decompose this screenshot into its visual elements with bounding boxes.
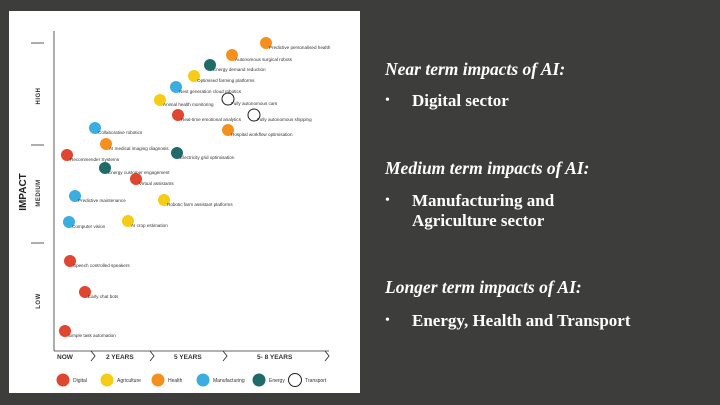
energy-customer-engagement-marker — [99, 162, 111, 174]
legend-swatch-transport — [288, 373, 302, 387]
legend-label-health: Health — [168, 378, 183, 384]
x-tick-5-years: 5 YEARS — [174, 354, 202, 361]
chevron-right-icon — [149, 350, 155, 362]
predictive-personalised-health-marker — [260, 37, 272, 49]
longer-term-bullet-text: Energy, Health and Transport — [412, 311, 631, 330]
energy-demand-reduction-label: Energy demand reduction — [213, 67, 266, 72]
ai-medical-imaging-diagnosis-label: AI medical imaging diagnosis — [109, 146, 169, 151]
animal-health-monitoring-label: Animal health monitoring — [163, 102, 214, 107]
collaborative-robotics-marker — [89, 122, 101, 134]
y-level-medium: MEDIUM — [36, 179, 42, 206]
bullet-icon: • — [385, 93, 390, 108]
y-axis-title: IMPACT — [18, 173, 29, 211]
recommender-systems-marker — [61, 149, 73, 161]
legend-swatch-agriculture — [100, 373, 114, 387]
predictive-personalised-health-label: Predictive personalised health — [269, 45, 331, 50]
virtual-assistants-marker — [130, 173, 142, 185]
x-tick-now: NOW — [57, 354, 74, 361]
fully-autonomous-cars-marker — [221, 92, 235, 106]
legend-label-energy: Energy — [269, 378, 285, 384]
simple-task-automation-label: Simple task automation — [68, 333, 116, 338]
near-term-heading: Near term impacts of AI: — [385, 59, 566, 79]
hospital-workflow-optimisation-label: Hospital workflow optimisation — [231, 132, 293, 137]
x-tick-5-8-years: 5- 8 YEARS — [257, 354, 293, 361]
x-tick-2-years: 2 YEARS — [106, 354, 134, 361]
speech-controlled-speakers-marker — [64, 255, 76, 267]
legend-swatch-health — [151, 373, 165, 387]
legend-swatch-manufacturing — [196, 373, 210, 387]
real-time-emotional-analytics-label: Real-time emotional analytics — [181, 117, 242, 122]
fully-autonomous-shipping-label: Fully autonomous shipping — [257, 117, 312, 122]
y-level-high: HIGH — [36, 88, 42, 105]
impact-infographic: IMPACT HIGH MEDIUM LOW NOW 2 YEARS 5 YEA… — [9, 11, 360, 393]
optimised-farming-platforms-label: Optimised farming platforms — [197, 78, 255, 83]
fully-autonomous-shipping-marker — [247, 108, 261, 122]
recommender-systems-label: Recommender Systems — [70, 157, 120, 162]
energy-demand-reduction-marker — [204, 59, 216, 71]
medium-term-heading: Medium term impacts of AI: — [385, 158, 590, 178]
legend-swatch-energy — [252, 373, 266, 387]
early-chat-bots-marker — [79, 286, 91, 298]
robotic-farm-assistant-platforms-marker — [158, 194, 170, 206]
electricity-grid-optimisation-label: Electricity grid optimisation — [180, 155, 235, 160]
simple-task-automation-marker — [59, 325, 71, 337]
electricity-grid-optimisation-marker — [171, 147, 183, 159]
predictive-maintenance-label: Predictive maintenance — [78, 198, 126, 203]
next-generation-cloud-robotics-label: Next generation cloud robotics — [179, 89, 242, 94]
legend-label-digital: Digital — [73, 378, 87, 384]
medium-term-bullet-text: Manufacturing and Agriculture sector — [412, 191, 555, 230]
robotic-farm-assistant-platforms-label: Robotic farm assistant platforms — [167, 202, 233, 207]
legend-label-agriculture: Agriculture — [117, 378, 141, 384]
early-chat-bots-label: Early chat bots — [88, 294, 119, 299]
chevron-right-icon — [90, 350, 96, 362]
legend-label-manufacturing: Manufacturing — [213, 378, 245, 384]
bullet-icon: • — [385, 193, 390, 208]
energy-customer-engagement-label: Energy customer engagement — [108, 170, 170, 175]
chevron-right-icon — [222, 350, 228, 362]
bullet-icon: • — [385, 313, 390, 328]
y-level-low: LOW — [36, 293, 42, 309]
ai-crop-estimation-marker — [122, 215, 134, 227]
predictive-maintenance-marker — [69, 190, 81, 202]
animal-health-monitoring-marker — [154, 94, 166, 106]
real-time-emotional-analytics-marker — [172, 109, 184, 121]
ai-medical-imaging-diagnosis-marker — [100, 138, 112, 150]
next-generation-cloud-robotics-marker — [170, 81, 182, 93]
ai-crop-estimation-label: AI crop estimation — [131, 223, 168, 228]
hospital-workflow-optimisation-marker — [222, 124, 234, 136]
longer-term-heading: Longer term impacts of AI: — [385, 277, 582, 297]
legend-label-transport: Transport — [305, 378, 327, 384]
chevron-right-icon — [324, 350, 330, 362]
collaborative-robotics-label: Collaborative robotics — [98, 130, 143, 135]
legend-swatch-digital — [56, 373, 70, 387]
optimised-farming-platforms-marker — [188, 70, 200, 82]
near-term-bullet-text: Digital sector — [412, 91, 509, 110]
autonomous-surgical-robots-marker — [226, 49, 238, 61]
fully-autonomous-cars-label: Fully autonomous cars — [231, 101, 278, 106]
computer-vision-label: Computer vision — [72, 224, 106, 229]
virtual-assistants-label: Virtual assistants — [139, 181, 174, 186]
impact-chart: IMPACT HIGH MEDIUM LOW NOW 2 YEARS 5 YEA… — [18, 31, 331, 387]
computer-vision-marker — [63, 216, 75, 228]
autonomous-surgical-robots-label: Autonomous surgical robots — [235, 57, 293, 62]
speech-controlled-speakers-label: Speech controlled speakers — [73, 263, 130, 268]
